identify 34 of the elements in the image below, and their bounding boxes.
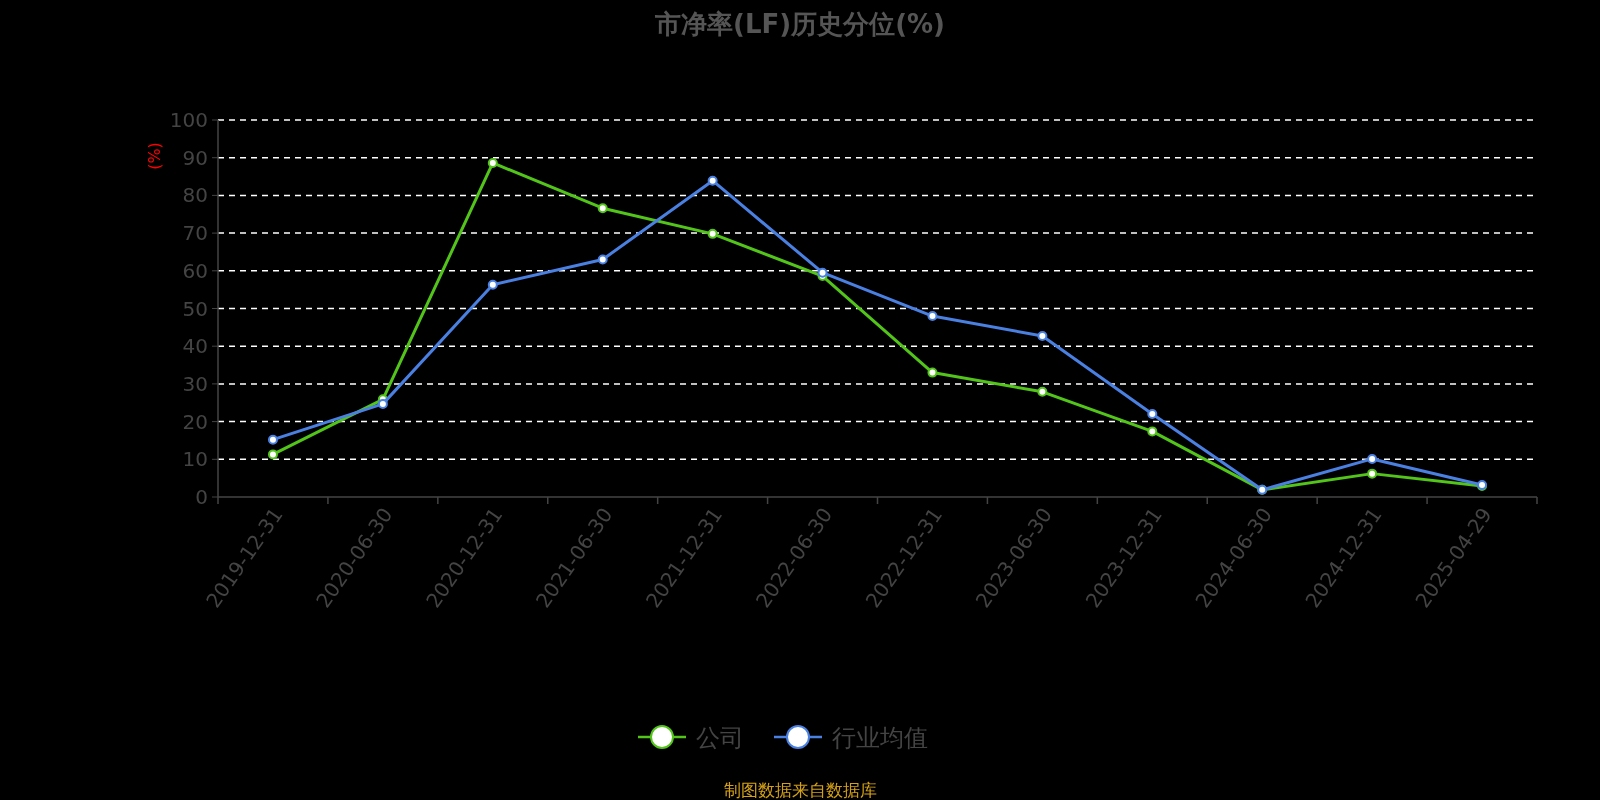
point — [707, 175, 718, 186]
point — [1367, 468, 1378, 479]
legend-label: 行业均值 — [832, 724, 928, 752]
y-tick-label: 0 — [195, 485, 208, 509]
text: 制图数据来自数据库 — [723, 780, 877, 800]
y-tick-label: 70 — [182, 221, 208, 246]
legend-label: 公司 — [696, 724, 744, 752]
point — [487, 157, 498, 168]
point — [707, 228, 718, 239]
y-tick-label: 80 — [182, 183, 208, 208]
point — [1367, 453, 1378, 464]
y-tick-label: 90 — [182, 145, 208, 170]
point — [927, 367, 938, 378]
point — [927, 311, 938, 322]
point — [267, 434, 278, 445]
y-tick-label: 30 — [182, 371, 208, 396]
point — [817, 267, 828, 278]
point — [1037, 386, 1048, 397]
point — [487, 279, 498, 290]
point — [1037, 331, 1048, 342]
y-tick-label: 60 — [182, 258, 208, 283]
y-axis-title: (%) — [145, 142, 164, 170]
point — [1147, 426, 1158, 437]
point — [597, 203, 608, 214]
y-tick-label: 50 — [182, 296, 208, 321]
y-tick-label: 10 — [182, 447, 208, 472]
y-tick-label: 40 — [182, 334, 208, 359]
point — [377, 398, 388, 409]
point — [1147, 409, 1158, 420]
chart-title: 市净率(LF)历史分位(%) — [654, 9, 945, 39]
point — [597, 254, 608, 265]
y-tick-label: 100 — [169, 108, 208, 132]
point — [267, 449, 278, 460]
y-tick-label: 20 — [182, 409, 208, 434]
